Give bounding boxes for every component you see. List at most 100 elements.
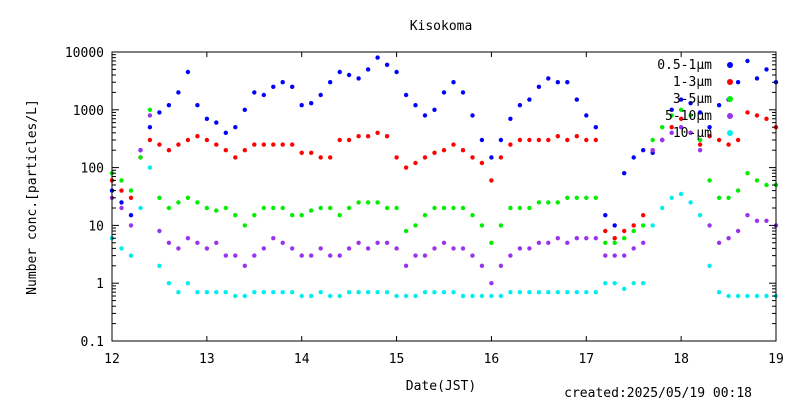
data-point	[498, 293, 504, 299]
data-point	[318, 290, 323, 295]
data-point	[631, 228, 636, 234]
data-point	[593, 236, 598, 241]
data-point	[470, 253, 475, 258]
data-point	[441, 148, 447, 153]
data-point	[147, 165, 153, 170]
legend-label: 0.5-1μm	[657, 58, 712, 73]
data-point	[223, 148, 228, 153]
data-point	[603, 253, 608, 258]
data-point	[356, 76, 361, 81]
data-point	[176, 200, 181, 205]
data-point	[328, 80, 333, 85]
data-point	[280, 205, 285, 211]
data-point	[517, 205, 523, 211]
data-point	[517, 103, 523, 108]
data-point	[498, 223, 504, 228]
legend-label: 1-3μm	[673, 75, 712, 90]
data-point	[299, 293, 304, 299]
data-point	[574, 195, 579, 200]
data-point	[214, 142, 219, 147]
data-point	[489, 240, 494, 245]
data-point	[764, 218, 769, 223]
data-point	[204, 137, 210, 143]
legend-label: 10-μm	[673, 126, 712, 141]
data-point	[745, 171, 750, 176]
data-point	[527, 97, 532, 102]
x-tick-label: 13	[199, 352, 215, 367]
data-point	[242, 107, 247, 113]
data-point	[403, 228, 409, 234]
data-point	[498, 155, 504, 160]
data-point	[271, 236, 276, 241]
data-point	[508, 142, 513, 147]
data-point	[688, 113, 693, 118]
data-point	[735, 188, 741, 193]
data-point	[584, 290, 589, 295]
data-point	[261, 142, 266, 147]
data-point	[290, 84, 295, 90]
data-point	[745, 213, 750, 218]
data-point	[375, 290, 380, 295]
data-point	[612, 253, 617, 258]
data-point	[128, 213, 134, 218]
data-point	[138, 205, 143, 211]
data-point	[147, 113, 153, 118]
data-point	[603, 281, 608, 286]
data-point	[735, 80, 741, 85]
data-point	[365, 290, 371, 295]
data-point	[252, 213, 257, 218]
x-tick-label: 12	[104, 352, 120, 367]
data-point	[365, 134, 371, 139]
legend-marker	[727, 79, 733, 85]
data-point	[678, 107, 684, 113]
data-point	[697, 142, 703, 147]
data-point	[422, 155, 428, 160]
data-point	[403, 92, 409, 98]
data-point	[384, 290, 390, 295]
data-point	[128, 188, 134, 193]
data-point	[622, 228, 627, 234]
data-point	[223, 205, 228, 211]
data-point	[527, 205, 532, 211]
data-point	[214, 208, 219, 213]
data-point	[356, 134, 361, 139]
data-point	[147, 137, 153, 143]
x-axis: 12 13 14 15 16 17 18 19	[104, 52, 784, 367]
data-point	[328, 293, 333, 299]
data-point	[460, 148, 466, 153]
data-point	[242, 148, 247, 153]
data-point	[299, 103, 304, 108]
data-point	[195, 103, 200, 108]
data-point	[365, 67, 371, 72]
data-point	[337, 293, 342, 299]
data-point	[460, 90, 466, 95]
data-point	[119, 246, 124, 251]
data-point	[546, 290, 551, 295]
y-axis-label: Number conc.[particles/L]	[25, 99, 40, 295]
data-point	[356, 200, 361, 205]
data-point	[309, 253, 314, 258]
data-point	[204, 290, 210, 295]
data-point	[337, 137, 342, 143]
data-point	[707, 134, 712, 139]
data-point	[716, 103, 722, 108]
data-point	[441, 90, 447, 95]
data-point	[185, 236, 191, 241]
data-point	[403, 263, 409, 268]
data-point	[574, 134, 579, 139]
data-point	[128, 195, 134, 200]
data-point	[252, 253, 257, 258]
data-point	[726, 236, 731, 241]
data-point	[517, 246, 523, 251]
data-point	[166, 205, 172, 211]
data-point	[754, 113, 760, 118]
data-point	[678, 97, 684, 102]
data-point	[470, 293, 475, 299]
data-point	[678, 116, 684, 122]
data-point	[754, 76, 760, 81]
data-point	[536, 137, 542, 143]
data-point	[166, 281, 172, 286]
data-point	[745, 110, 750, 115]
data-point	[337, 69, 342, 75]
data-point	[716, 290, 722, 295]
